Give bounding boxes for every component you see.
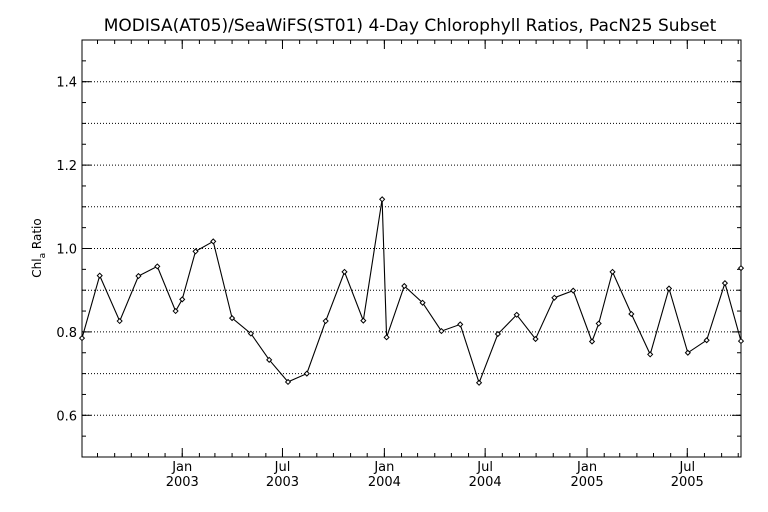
x-tick-label-year: 2004 xyxy=(469,475,502,490)
y-axis-label: Chla Ratio xyxy=(30,218,48,277)
data-point xyxy=(322,317,329,325)
data-point xyxy=(172,307,179,315)
y-tick-label: 0.8 xyxy=(56,326,77,341)
data-point xyxy=(703,337,710,344)
data-point xyxy=(665,285,673,292)
data-point xyxy=(135,272,142,280)
data-point xyxy=(78,335,86,342)
data-point xyxy=(475,379,483,386)
plot-frame xyxy=(81,39,742,458)
data-point xyxy=(154,263,161,270)
x-tick-label-year: 2005 xyxy=(571,475,604,490)
data-point xyxy=(116,317,123,325)
data-point xyxy=(401,282,408,290)
x-tick-label-year: 2004 xyxy=(368,475,401,490)
data-point xyxy=(570,287,577,294)
data-point xyxy=(494,330,501,338)
x-tick-label-month: Jul xyxy=(274,460,291,475)
x-tick-label-year: 2005 xyxy=(671,475,704,490)
data-point xyxy=(228,315,236,322)
data-point xyxy=(96,272,103,279)
series-line xyxy=(81,199,742,385)
y-tick-label: 1.0 xyxy=(56,243,77,258)
y-axis-label-base: Chl xyxy=(30,258,44,277)
data-point xyxy=(551,294,558,301)
x-tick-label-month: Jul xyxy=(476,460,493,475)
data-point xyxy=(628,310,635,318)
y-tick-label: 1.2 xyxy=(56,159,77,174)
data-point xyxy=(721,280,729,287)
x-tick-label-month: Jan xyxy=(373,460,394,475)
x-tick-label-month: Jan xyxy=(576,460,597,475)
series-layer xyxy=(78,196,745,386)
data-point xyxy=(595,320,602,327)
data-point xyxy=(647,351,654,358)
y-axis-label-rest: Ratio xyxy=(30,218,44,253)
data-point xyxy=(247,330,255,337)
data-point xyxy=(737,337,745,345)
data-point xyxy=(179,296,186,303)
y-tick-label: 0.6 xyxy=(56,409,77,424)
y-axis-label-subscript: a xyxy=(38,253,48,259)
grid-lines xyxy=(82,81,741,416)
data-point xyxy=(379,196,386,203)
data-point xyxy=(513,311,520,318)
data-point xyxy=(609,268,616,275)
data-point xyxy=(284,378,292,386)
data-point xyxy=(192,248,199,255)
x-tick-label-month: Jul xyxy=(678,460,695,475)
data-point xyxy=(266,356,273,363)
axes: 0.60.81.01.21.4Jan2003Jul2003Jan2004Jul2… xyxy=(56,39,742,490)
data-point xyxy=(684,349,691,356)
data-point xyxy=(419,299,426,306)
data-point xyxy=(360,317,367,324)
data-point xyxy=(457,321,464,328)
data-point xyxy=(438,327,445,335)
x-tick-label-year: 2003 xyxy=(266,475,299,490)
data-point xyxy=(210,238,217,245)
x-tick-label-year: 2003 xyxy=(166,475,199,490)
chart-title: MODISA(AT05)/SeaWiFS(ST01) 4-Day Chlorop… xyxy=(104,16,717,36)
data-point xyxy=(341,268,348,275)
x-tick-label-month: Jan xyxy=(171,460,192,475)
data-point xyxy=(303,370,310,377)
data-point xyxy=(737,264,745,272)
data-point xyxy=(383,334,390,341)
y-tick-label: 1.4 xyxy=(56,76,77,91)
data-point xyxy=(588,338,596,345)
data-point xyxy=(532,335,539,343)
